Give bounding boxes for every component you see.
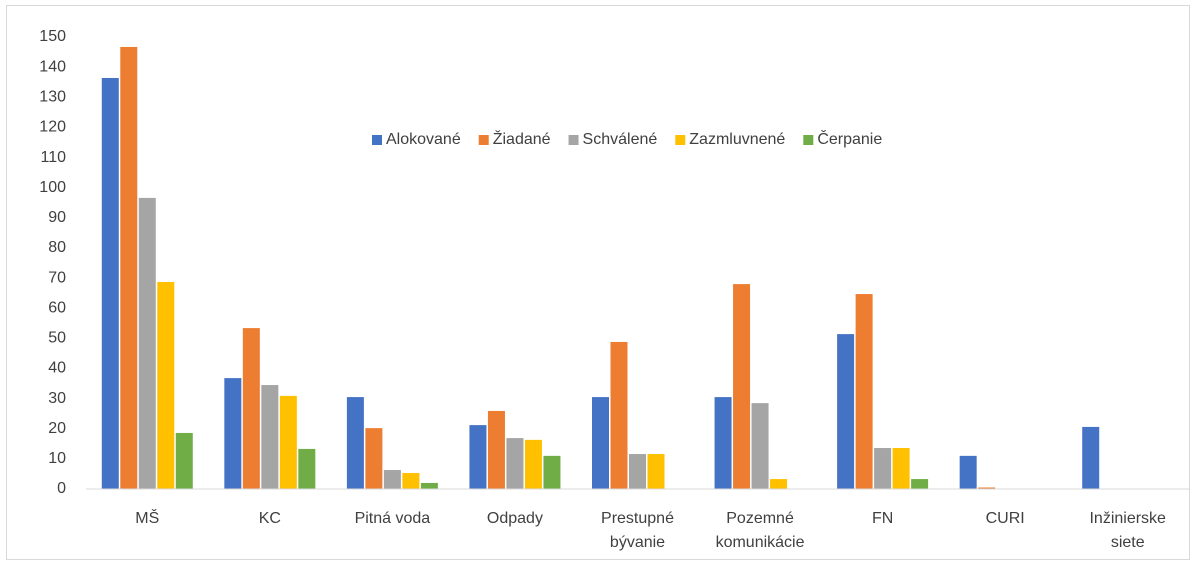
y-tick-label: 0 xyxy=(57,480,66,497)
bar xyxy=(346,397,364,489)
bar xyxy=(383,470,401,489)
legend-label: Žiadané xyxy=(493,129,551,148)
y-tick-label: 20 xyxy=(48,420,66,437)
bar xyxy=(892,448,910,489)
y-tick-label: 90 xyxy=(48,209,66,226)
bar xyxy=(1082,426,1100,489)
y-tick-label: 50 xyxy=(48,330,66,347)
y-tick-label: 150 xyxy=(39,28,66,45)
y-tick-label: 130 xyxy=(39,88,66,105)
legend-label: Zazmluvnené xyxy=(689,131,785,148)
bar xyxy=(714,397,732,489)
y-tick-label: 100 xyxy=(39,179,66,196)
bar xyxy=(837,334,855,489)
legend-label: Schválené xyxy=(583,131,658,148)
bar xyxy=(120,46,138,489)
bar xyxy=(770,479,788,489)
x-tick-label: KC xyxy=(259,510,281,527)
legend-swatch xyxy=(568,135,579,145)
x-tick-label: FN xyxy=(872,510,893,527)
x-tick-label: Inžinierske siete xyxy=(1089,510,1166,551)
bar xyxy=(524,439,542,489)
bar xyxy=(487,410,505,489)
y-tick-label: 40 xyxy=(48,360,66,377)
bar xyxy=(224,378,242,489)
bar xyxy=(959,455,977,489)
x-tick-label: Pitná voda xyxy=(355,510,431,527)
bar xyxy=(855,294,873,489)
bar xyxy=(157,281,175,489)
y-tick-label: 110 xyxy=(40,149,66,166)
bar xyxy=(298,448,316,489)
bar xyxy=(138,197,156,490)
legend-swatch xyxy=(675,135,686,145)
bar xyxy=(543,455,561,489)
bar xyxy=(733,284,751,489)
bar xyxy=(874,448,892,489)
legend-swatch xyxy=(803,135,814,145)
bar xyxy=(911,479,929,489)
bar xyxy=(978,487,996,489)
bar xyxy=(279,395,297,489)
legend-swatch xyxy=(372,135,382,145)
bar xyxy=(242,328,260,489)
bar xyxy=(469,425,487,489)
legend-label: Alokované xyxy=(386,131,461,148)
legend-label: Čerpanie xyxy=(817,129,882,148)
legend-swatch xyxy=(478,135,489,145)
bar xyxy=(751,403,769,489)
bar xyxy=(592,397,609,489)
y-tick-label: 70 xyxy=(48,269,66,286)
y-tick-label: 80 xyxy=(48,239,66,256)
y-tick-label: 140 xyxy=(39,58,66,75)
bar xyxy=(629,454,646,489)
bar xyxy=(365,428,383,489)
bar xyxy=(261,385,279,489)
x-tick-label: CURI xyxy=(986,510,1025,527)
x-tick-label: Odpady xyxy=(487,510,543,527)
x-tick-label: Pozemné komunikácie xyxy=(716,510,805,551)
bar xyxy=(101,77,119,490)
y-tick-label: 120 xyxy=(39,119,66,136)
y-tick-label: 10 xyxy=(48,450,66,467)
x-tick-label: Prestupné bývanie xyxy=(601,510,674,551)
y-tick-label: 60 xyxy=(48,299,66,316)
bar xyxy=(402,473,420,489)
bar xyxy=(175,432,193,489)
bar xyxy=(506,438,524,489)
x-tick-label: MŠ xyxy=(135,508,159,527)
bar xyxy=(610,341,628,489)
y-tick-label: 30 xyxy=(48,390,66,407)
bar xyxy=(420,482,438,489)
bar xyxy=(647,454,665,489)
